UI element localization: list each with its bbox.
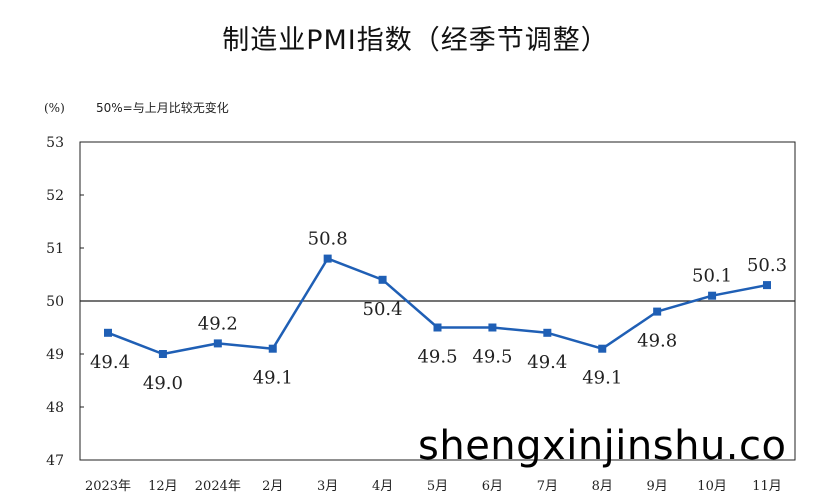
data-label: 49.5 <box>417 347 457 368</box>
y-tick-label: 49 <box>46 347 64 363</box>
x-tick-label: 7月 <box>537 479 558 494</box>
chart-note: 50%=与上月比较无变化 <box>96 101 229 115</box>
x-tick-label: 2024年 <box>195 479 241 494</box>
y-tick-label: 51 <box>46 241 64 257</box>
data-point <box>158 350 167 358</box>
data-label: 49.1 <box>253 368 293 389</box>
y-tick-label: 52 <box>46 188 64 204</box>
x-tick-label: 5月 <box>427 479 448 494</box>
data-point <box>378 275 387 284</box>
data-point <box>598 344 607 353</box>
data-label: 49.4 <box>527 352 567 373</box>
y-tick-label: 48 <box>46 400 64 416</box>
data-label: 50.8 <box>308 229 348 250</box>
data-label: 50.3 <box>747 255 787 276</box>
x-tick-label: 2023年 <box>85 479 131 494</box>
data-label: 49.8 <box>637 331 677 352</box>
data-label: 49.1 <box>582 368 622 389</box>
x-tick-label: 9月 <box>647 479 668 494</box>
data-point <box>763 281 771 290</box>
data-point <box>213 339 222 348</box>
data-label: 49.5 <box>472 347 512 368</box>
watermark-text: shengxinjinshu.co <box>418 423 787 469</box>
data-label: 50.4 <box>363 299 403 320</box>
x-tick-label: 3月 <box>317 479 338 494</box>
data-point <box>104 328 112 337</box>
data-point <box>268 344 277 353</box>
x-tick-label: 12月 <box>148 479 178 494</box>
data-label: 49.4 <box>90 352 130 373</box>
x-tick-label: 6月 <box>482 479 503 494</box>
y-tick-label: 50 <box>46 294 64 310</box>
data-label: 49.2 <box>198 313 238 334</box>
x-tick-label: 4月 <box>372 479 393 494</box>
x-tick-label: 2月 <box>262 479 283 494</box>
y-tick-label: 53 <box>46 135 64 151</box>
data-point <box>433 323 442 332</box>
y-tick-label: 47 <box>46 453 64 469</box>
data-point <box>323 254 332 263</box>
chart-title: 制造业PMI指数（经季节调整） <box>222 25 609 56</box>
x-tick-label: 11月 <box>752 479 782 494</box>
data-label: 50.1 <box>692 266 732 287</box>
y-axis-unit: (%) <box>44 101 65 115</box>
data-label: 49.0 <box>143 373 183 394</box>
data-point <box>708 291 717 300</box>
data-point <box>488 323 497 332</box>
data-point <box>543 328 552 337</box>
x-tick-label: 10月 <box>697 479 727 494</box>
data-point <box>653 307 662 316</box>
x-tick-label: 8月 <box>592 479 613 494</box>
